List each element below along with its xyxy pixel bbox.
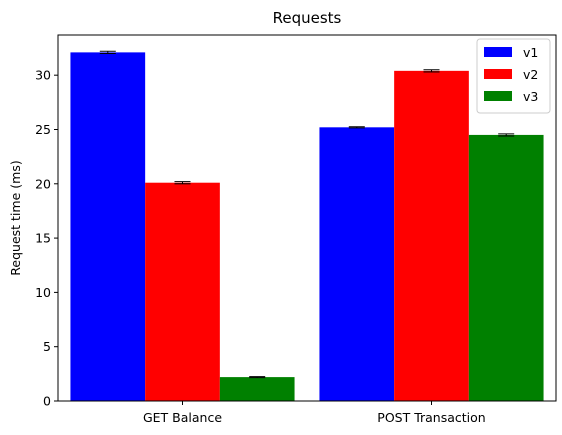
chart-title: Requests <box>273 9 342 27</box>
legend-swatch <box>484 47 512 57</box>
y-axis-label: Request time (ms) <box>8 160 23 275</box>
y-tick-label: 30 <box>35 68 51 83</box>
x-tick-label: POST Transaction <box>377 410 485 425</box>
legend: v1 v2 v3 <box>476 38 551 114</box>
x-axis: GET Balance POST Transaction <box>143 401 486 425</box>
x-tick-label: GET Balance <box>143 410 222 425</box>
bar <box>319 127 395 401</box>
bar <box>468 134 544 401</box>
y-tick-label: 10 <box>35 285 51 300</box>
legend-swatch <box>484 69 512 79</box>
y-tick-label: 0 <box>43 394 51 409</box>
y-tick-label: 15 <box>35 231 51 246</box>
bar <box>145 182 220 401</box>
errorbars-layer <box>99 50 515 379</box>
bar <box>70 52 146 401</box>
bar <box>394 70 469 402</box>
legend-swatch <box>484 91 512 101</box>
y-tick-label: 20 <box>35 176 51 191</box>
y-tick-label: 5 <box>43 339 51 354</box>
bars-layer <box>70 52 544 402</box>
y-axis: 0 5 10 15 20 25 30 <box>35 68 58 409</box>
y-tick-label: 25 <box>35 122 51 137</box>
bar <box>219 377 295 401</box>
legend-label: v1 <box>523 45 538 60</box>
legend-label: v3 <box>523 89 538 104</box>
legend-label: v2 <box>523 67 538 82</box>
plot-frame <box>57 34 557 402</box>
